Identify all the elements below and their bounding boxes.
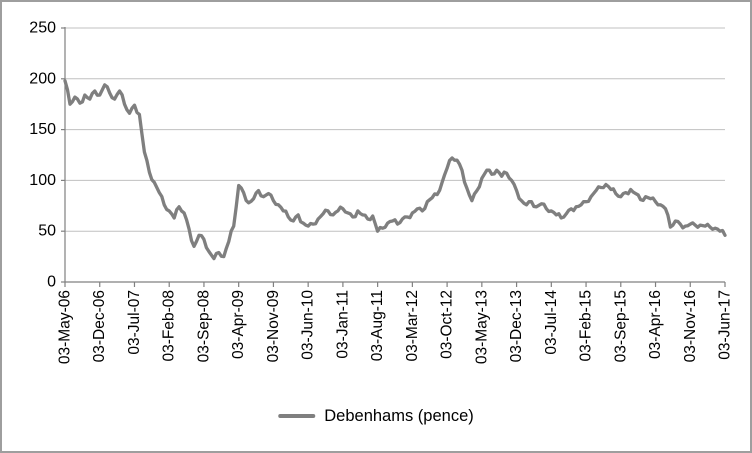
x-tick-label: 03-Jul-14: [543, 290, 560, 355]
y-tick-label: 250: [29, 20, 56, 37]
legend-line-swatch: [278, 414, 316, 419]
y-tick-label: 100: [29, 172, 56, 189]
x-tick-label: 03-May-06: [57, 290, 74, 364]
y-tick-label: 200: [29, 70, 56, 87]
x-tick-label: 03-Dec-06: [91, 290, 108, 362]
x-tick-label: 03-Apr-16: [647, 290, 664, 359]
x-tick-label: 03-Nov-16: [682, 290, 699, 362]
x-tick-label: 03-Aug-11: [369, 290, 386, 361]
x-tick-label: 03-Jun-17: [717, 290, 734, 360]
y-tick-label: 0: [47, 274, 56, 291]
x-tick-label: 03-Nov-09: [265, 290, 282, 362]
x-tick-label: 03-Sep-15: [612, 290, 629, 362]
x-tick-label: 03-Jul-07: [126, 290, 143, 355]
x-tick-label: 03-May-13: [473, 290, 490, 364]
x-tick-label: 03-Dec-13: [508, 290, 525, 362]
x-tick-label: 03-Apr-09: [230, 290, 247, 359]
price-chart: 0 50 100 150 200 250 03-May-06 03-Dec-06 03-Jul-…: [29, 20, 734, 365]
legend: Debenhams (pence): [278, 408, 474, 425]
x-tick-label: 03-Oct-12: [439, 290, 456, 359]
y-tick-label: 150: [29, 121, 56, 138]
x-tick-label: 03-Jan-11: [334, 290, 351, 359]
x-tick-label: 03-Feb-15: [578, 290, 595, 362]
x-tick-label: 03-Feb-08: [161, 290, 178, 362]
y-tick-label: 50: [38, 223, 56, 240]
series-line: [63, 79, 727, 261]
x-tick-label: 03-Mar-12: [404, 290, 421, 362]
x-tick-label: 03-Sep-08: [195, 290, 212, 362]
x-tick-label: 03-Jun-10: [300, 290, 317, 360]
legend-label: Debenhams (pence): [324, 407, 474, 425]
